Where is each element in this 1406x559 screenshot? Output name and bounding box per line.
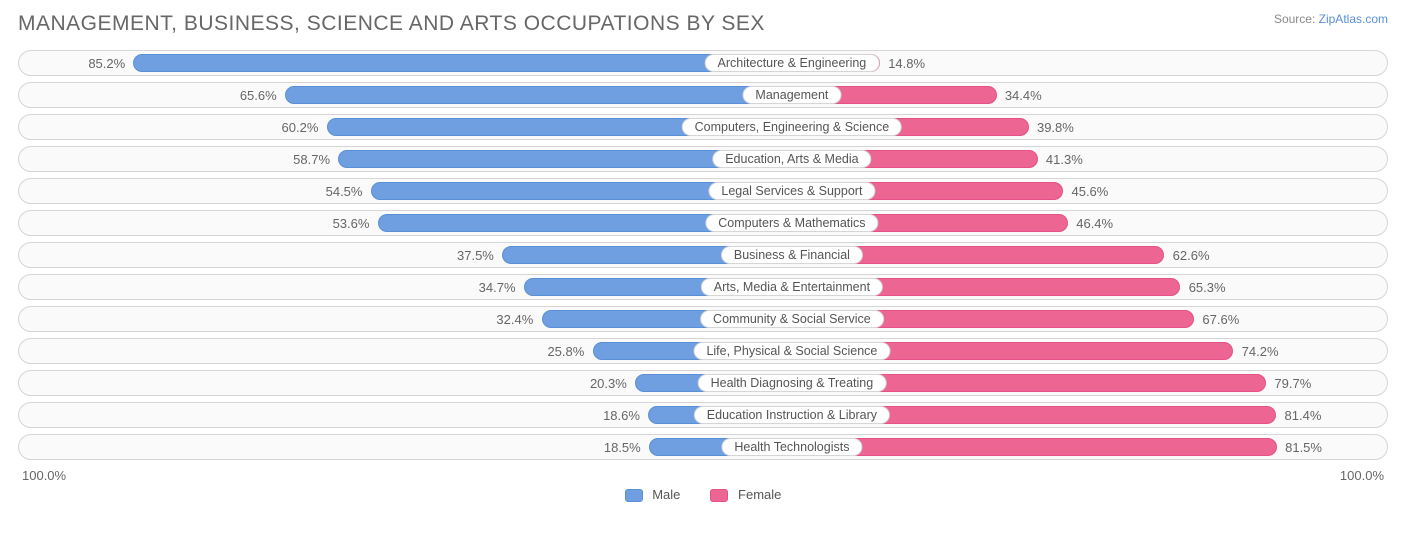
female-pct-label: 14.8%: [888, 51, 925, 75]
female-pct-label: 81.4%: [1285, 403, 1322, 427]
female-pct-label: 62.6%: [1173, 243, 1210, 267]
chart-source: Source: ZipAtlas.com: [1274, 12, 1388, 26]
category-label: Legal Services & Support: [708, 182, 875, 200]
male-pct-label: 37.5%: [457, 243, 494, 267]
axis-left-label: 100.0%: [22, 468, 66, 483]
category-label: Architecture & Engineering: [705, 54, 880, 72]
male-pct-label: 32.4%: [496, 307, 533, 331]
female-swatch-icon: [710, 489, 728, 502]
legend-female: Female: [710, 487, 781, 502]
legend-male: Male: [625, 487, 681, 502]
category-label: Health Technologists: [721, 438, 862, 456]
category-label: Education Instruction & Library: [694, 406, 890, 424]
male-pct-label: 20.3%: [590, 371, 627, 395]
male-pct-label: 18.6%: [603, 403, 640, 427]
source-site: ZipAtlas.com: [1319, 12, 1388, 26]
chart-row: 18.6% 81.4% Education Instruction & Librar…: [18, 402, 1388, 428]
category-label: Life, Physical & Social Science: [693, 342, 890, 360]
female-pct-label: 67.6%: [1202, 307, 1239, 331]
female-pct-label: 46.4%: [1076, 211, 1113, 235]
chart-row: 54.5% 45.6% Legal Services & Support: [18, 178, 1388, 204]
chart-row: 85.2% 14.8% Architecture & Engineering: [18, 50, 1388, 76]
category-label: Computers & Mathematics: [705, 214, 878, 232]
chart-row: 58.7% 41.3% Education, Arts & Media: [18, 146, 1388, 172]
male-bar: [285, 86, 792, 104]
male-pct-label: 85.2%: [88, 51, 125, 75]
category-label: Community & Social Service: [700, 310, 884, 328]
category-label: Education, Arts & Media: [712, 150, 871, 168]
male-bar: [133, 54, 792, 72]
category-label: Computers, Engineering & Science: [682, 118, 903, 136]
chart-row: 53.6% 46.4% Computers & Mathematics: [18, 210, 1388, 236]
legend-male-label: Male: [652, 487, 680, 502]
female-bar: [792, 438, 1277, 456]
male-pct-label: 65.6%: [240, 83, 277, 107]
male-pct-label: 54.5%: [326, 179, 363, 203]
chart-row: 25.8% 74.2% Life, Physical & Social Scienc…: [18, 338, 1388, 364]
legend-female-label: Female: [738, 487, 781, 502]
male-pct-label: 58.7%: [293, 147, 330, 171]
male-pct-label: 53.6%: [333, 211, 370, 235]
male-pct-label: 34.7%: [479, 275, 516, 299]
male-swatch-icon: [625, 489, 643, 502]
chart-title: MANAGEMENT, BUSINESS, SCIENCE AND ARTS O…: [18, 12, 765, 36]
male-pct-label: 60.2%: [282, 115, 319, 139]
male-pct-label: 18.5%: [604, 435, 641, 459]
female-pct-label: 81.5%: [1285, 435, 1322, 459]
chart-header: MANAGEMENT, BUSINESS, SCIENCE AND ARTS O…: [18, 12, 1388, 36]
chart-row: 34.7% 65.3% Arts, Media & Entertainment: [18, 274, 1388, 300]
female-pct-label: 79.7%: [1274, 371, 1311, 395]
category-label: Arts, Media & Entertainment: [701, 278, 883, 296]
female-pct-label: 41.3%: [1046, 147, 1083, 171]
chart-row: 20.3% 79.7% Health Diagnosing & Treating: [18, 370, 1388, 396]
category-label: Business & Financial: [721, 246, 863, 264]
female-pct-label: 65.3%: [1189, 275, 1226, 299]
category-label: Health Diagnosing & Treating: [698, 374, 887, 392]
female-pct-label: 34.4%: [1005, 83, 1042, 107]
chart-row: 32.4% 67.6% Community & Social Service: [18, 306, 1388, 332]
axis-right-label: 100.0%: [1340, 468, 1384, 483]
chart-row: 37.5% 62.6% Business & Financial: [18, 242, 1388, 268]
category-label: Management: [742, 86, 841, 104]
female-pct-label: 74.2%: [1242, 339, 1279, 363]
chart-row: 60.2% 39.8% Computers, Engineering & Scien…: [18, 114, 1388, 140]
chart-row: 65.6% 34.4% Management: [18, 82, 1388, 108]
female-pct-label: 39.8%: [1037, 115, 1074, 139]
source-label: Source:: [1274, 12, 1315, 26]
axis-row: 100.0% 100.0%: [18, 466, 1388, 483]
chart-legend: Male Female: [18, 487, 1388, 502]
chart-row: 18.5% 81.5% Health Technologists: [18, 434, 1388, 460]
male-pct-label: 25.8%: [547, 339, 584, 363]
female-pct-label: 45.6%: [1071, 179, 1108, 203]
occupations-chart: 85.2% 14.8% Architecture & Engineering 65.6…: [18, 50, 1388, 460]
